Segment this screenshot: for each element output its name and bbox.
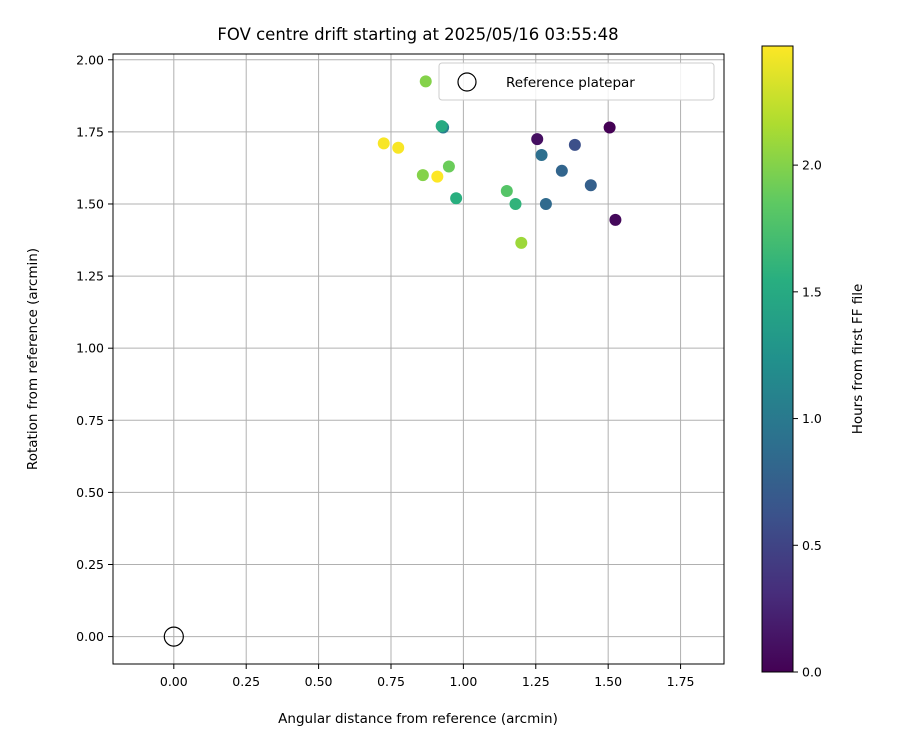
x-tick-label: 0.50 (305, 674, 333, 689)
colorbar-tick-label: 2.0 (802, 158, 822, 173)
x-tick-label: 1.00 (449, 674, 477, 689)
colorbar: 0.0 0.5 1.0 1.5 2.0 Hours from first FF file (761, 45, 866, 680)
legend-box (438, 62, 715, 101)
data-point (377, 137, 390, 150)
y-tick-label: 1.75 (76, 124, 104, 139)
x-tick-label: 0.75 (377, 674, 405, 689)
legend-entry-reference: Reference platepar (506, 75, 635, 91)
data-point (515, 236, 528, 249)
colorbar-frame (761, 45, 794, 673)
y-tick-label: 0.75 (76, 413, 104, 428)
y-tick-label: 2.00 (76, 52, 104, 67)
colorbar-tick-label: 0.5 (802, 538, 822, 553)
data-point (442, 160, 455, 173)
colorbar-tick-label: 0.0 (802, 665, 822, 680)
data-point (500, 184, 513, 197)
data-point (535, 148, 548, 161)
data-point (603, 121, 616, 134)
scatter-points (377, 75, 622, 249)
data-point (539, 197, 552, 210)
x-tick-label: 1.25 (522, 674, 550, 689)
data-point (419, 75, 432, 88)
colorbar-ticks: 0.0 0.5 1.0 1.5 2.0 (793, 158, 822, 680)
data-point (450, 192, 463, 205)
y-axis-ticks: 0.00 0.25 0.50 0.75 1.00 1.25 1.50 1.75 2.00 (76, 52, 113, 644)
y-tick-label: 0.50 (76, 485, 104, 500)
chart-title: FOV centre drift starting at 2025/05/16 … (217, 25, 618, 44)
y-tick-label: 0.00 (76, 629, 104, 644)
data-point (568, 138, 581, 151)
reference-marker-layer (163, 626, 184, 647)
data-point (431, 170, 444, 183)
grid (113, 54, 724, 664)
data-point (609, 213, 622, 226)
colorbar-tick-label: 1.5 (802, 284, 822, 299)
y-tick-label: 1.25 (76, 269, 104, 284)
colorbar-label: Hours from first FF file (850, 284, 866, 435)
y-tick-label: 1.00 (76, 341, 104, 356)
data-point (555, 164, 568, 177)
legend: Reference platepar (438, 62, 715, 101)
data-point (392, 141, 405, 154)
x-tick-label: 1.75 (667, 674, 695, 689)
reference-platepar-marker (163, 626, 184, 647)
data-point (584, 179, 597, 192)
data-point (531, 133, 544, 146)
legend-reference-marker (457, 72, 477, 92)
data-point (435, 120, 448, 133)
x-axis-ticks: 0.00 0.25 0.50 0.75 1.00 1.25 1.50 1.75 (160, 664, 695, 689)
y-tick-label: 0.25 (76, 557, 104, 572)
data-point (416, 169, 429, 182)
colorbar-gradient (762, 46, 793, 672)
colorbar-tick-label: 1.0 (802, 411, 822, 426)
x-tick-label: 1.50 (594, 674, 622, 689)
x-axis-label: Angular distance from reference (arcmin) (278, 711, 558, 727)
plot-frame (112, 53, 725, 665)
y-axis-label: Rotation from reference (arcmin) (25, 248, 41, 470)
y-tick-label: 1.50 (76, 196, 104, 211)
data-point (509, 197, 522, 210)
x-tick-label: 0.25 (232, 674, 260, 689)
x-tick-label: 0.00 (160, 674, 188, 689)
